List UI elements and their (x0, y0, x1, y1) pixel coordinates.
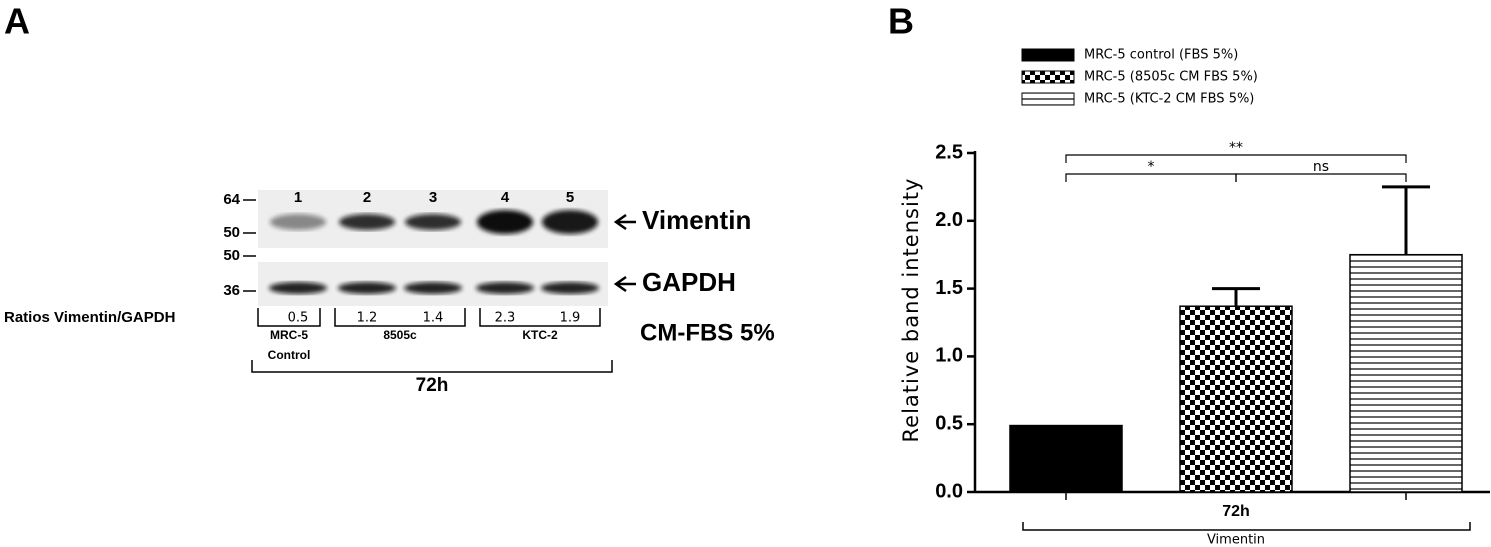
mw-marker: 36 (223, 282, 240, 299)
vimentin-band (270, 214, 326, 230)
legend-label: MRC-5 control (FBS 5%) (1084, 48, 1238, 63)
bar (1009, 424, 1123, 493)
lane-number: 5 (566, 189, 574, 206)
mw-marker: 64 (223, 191, 240, 208)
ratio-value: 1.4 (423, 311, 444, 326)
bar (1179, 305, 1293, 493)
protein-label: GAPDH (642, 267, 736, 297)
lane-number: 1 (294, 189, 302, 206)
ratio-label: Ratios Vimentin/GAPDH (4, 309, 175, 326)
lane-number: 4 (501, 189, 510, 206)
legend-swatch (1021, 70, 1075, 84)
mw-marker: 50 (223, 224, 240, 241)
ratio-value: 1.2 (357, 311, 378, 326)
legend-label: MRC-5 (8505c CM FBS 5%) (1084, 70, 1258, 85)
vimentin-band (542, 210, 598, 234)
group-bracket (334, 308, 466, 327)
mw-marker: 50 (223, 247, 240, 264)
y-tick-label: 2.0 (935, 209, 963, 231)
group-label: Vimentin (1207, 533, 1265, 547)
arrow (613, 275, 636, 293)
significance-label: ns (1313, 159, 1329, 175)
y-axis-label: Relative band intensity (899, 178, 923, 443)
ratio-value: 2.3 (495, 311, 516, 326)
y-tick-label: 2.5 (935, 141, 963, 163)
significance-label: * (1148, 159, 1155, 175)
legend-swatch (1021, 92, 1075, 106)
panel-label: A (4, 1, 30, 42)
y-tick-label: 0.0 (935, 480, 963, 502)
vimentin-band (339, 214, 395, 230)
error-bar (1382, 185, 1430, 255)
y-tick-label: 1.5 (935, 277, 963, 299)
significance-bracket (1065, 173, 1237, 182)
control-label: Control (268, 348, 311, 362)
group-bracket (1022, 522, 1471, 531)
gapdh-band (269, 282, 327, 294)
bar (1349, 253, 1463, 493)
legend-label: MRC-5 (KTC-2 CM FBS 5%) (1084, 92, 1254, 107)
group-bracket (479, 308, 601, 327)
gapdh-band (476, 282, 534, 294)
vimentin-band (405, 214, 461, 230)
significance-label: ** (1229, 140, 1243, 156)
x-tick-label: 72h (1222, 503, 1250, 520)
legend-swatch (1021, 48, 1075, 62)
lane-number: 2 (363, 189, 371, 206)
significance-bracket (1065, 154, 1407, 163)
gapdh-band (338, 282, 396, 294)
panel-label: B (888, 1, 914, 42)
ratio-value: 1.9 (560, 311, 581, 326)
protein-label: Vimentin (642, 205, 751, 235)
error-bar (1212, 287, 1260, 307)
arrow (613, 213, 636, 231)
vimentin-band (477, 210, 533, 234)
time-bracket (251, 360, 613, 373)
group-label: MRC-5 (270, 328, 308, 342)
gapdh-band (404, 282, 462, 294)
y-tick-label: 0.5 (935, 412, 963, 434)
condition-label: CM-FBS 5% (640, 319, 775, 346)
lane-number: 3 (429, 189, 437, 206)
group-label: 8505c (383, 328, 417, 342)
significance-bracket (1235, 173, 1407, 182)
y-tick-label: 1.0 (935, 345, 963, 367)
group-bracket (257, 308, 321, 327)
ratio-value: 0.5 (288, 311, 309, 326)
time-label: 72h (416, 375, 449, 396)
group-label: KTC-2 (522, 328, 558, 342)
gapdh-band (541, 282, 599, 294)
